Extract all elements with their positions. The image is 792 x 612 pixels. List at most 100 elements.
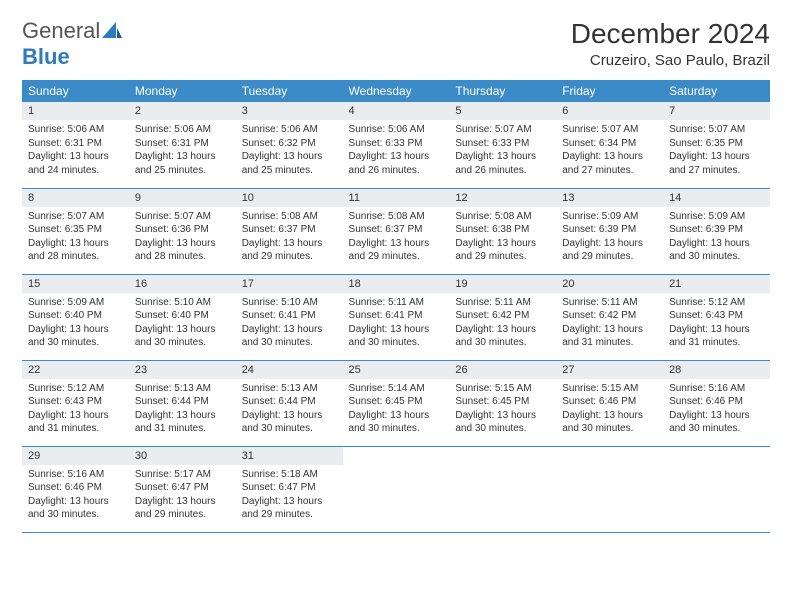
day-content: Sunrise: 5:11 AMSunset: 6:41 PMDaylight:… — [343, 293, 450, 356]
weekday-header: Friday — [556, 80, 663, 102]
day-number: 27 — [556, 361, 663, 379]
day-number: 15 — [22, 275, 129, 293]
day-number: 2 — [129, 102, 236, 120]
day-cell: 23Sunrise: 5:13 AMSunset: 6:44 PMDayligh… — [129, 360, 236, 446]
day-content: Sunrise: 5:12 AMSunset: 6:43 PMDaylight:… — [663, 293, 770, 356]
logo-text: General Blue — [22, 18, 122, 70]
day-content: Sunrise: 5:10 AMSunset: 6:41 PMDaylight:… — [236, 293, 343, 356]
calendar-week-row: 8Sunrise: 5:07 AMSunset: 6:35 PMDaylight… — [22, 188, 770, 274]
day-cell: 27Sunrise: 5:15 AMSunset: 6:46 PMDayligh… — [556, 360, 663, 446]
day-number: 8 — [22, 189, 129, 207]
day-content: Sunrise: 5:17 AMSunset: 6:47 PMDaylight:… — [129, 465, 236, 528]
day-cell: 16Sunrise: 5:10 AMSunset: 6:40 PMDayligh… — [129, 274, 236, 360]
day-number: 3 — [236, 102, 343, 120]
day-content: Sunrise: 5:13 AMSunset: 6:44 PMDaylight:… — [236, 379, 343, 442]
weekday-header: Monday — [129, 80, 236, 102]
day-number: 24 — [236, 361, 343, 379]
day-number: 10 — [236, 189, 343, 207]
day-number: 16 — [129, 275, 236, 293]
weekday-header: Sunday — [22, 80, 129, 102]
day-cell: 30Sunrise: 5:17 AMSunset: 6:47 PMDayligh… — [129, 446, 236, 532]
day-number: 31 — [236, 447, 343, 465]
day-number: 20 — [556, 275, 663, 293]
day-cell: 31Sunrise: 5:18 AMSunset: 6:47 PMDayligh… — [236, 446, 343, 532]
day-cell: 15Sunrise: 5:09 AMSunset: 6:40 PMDayligh… — [22, 274, 129, 360]
day-cell: 14Sunrise: 5:09 AMSunset: 6:39 PMDayligh… — [663, 188, 770, 274]
day-number: 26 — [449, 361, 556, 379]
day-cell: 18Sunrise: 5:11 AMSunset: 6:41 PMDayligh… — [343, 274, 450, 360]
day-content: Sunrise: 5:07 AMSunset: 6:33 PMDaylight:… — [449, 120, 556, 183]
day-cell: 6Sunrise: 5:07 AMSunset: 6:34 PMDaylight… — [556, 102, 663, 188]
day-cell: 2Sunrise: 5:06 AMSunset: 6:31 PMDaylight… — [129, 102, 236, 188]
logo: General Blue — [22, 18, 122, 70]
day-cell: 25Sunrise: 5:14 AMSunset: 6:45 PMDayligh… — [343, 360, 450, 446]
month-title: December 2024 — [571, 18, 770, 50]
logo-sail-icon — [102, 22, 122, 38]
day-number: 29 — [22, 447, 129, 465]
title-block: December 2024 Cruzeiro, Sao Paulo, Brazi… — [571, 18, 770, 69]
day-cell: 10Sunrise: 5:08 AMSunset: 6:37 PMDayligh… — [236, 188, 343, 274]
weekday-header: Wednesday — [343, 80, 450, 102]
day-cell: 12Sunrise: 5:08 AMSunset: 6:38 PMDayligh… — [449, 188, 556, 274]
day-cell: 22Sunrise: 5:12 AMSunset: 6:43 PMDayligh… — [22, 360, 129, 446]
empty-cell — [556, 446, 663, 532]
day-cell: 26Sunrise: 5:15 AMSunset: 6:45 PMDayligh… — [449, 360, 556, 446]
day-number: 30 — [129, 447, 236, 465]
day-content: Sunrise: 5:11 AMSunset: 6:42 PMDaylight:… — [449, 293, 556, 356]
day-cell: 9Sunrise: 5:07 AMSunset: 6:36 PMDaylight… — [129, 188, 236, 274]
day-number: 13 — [556, 189, 663, 207]
day-content: Sunrise: 5:08 AMSunset: 6:37 PMDaylight:… — [236, 207, 343, 270]
day-cell: 29Sunrise: 5:16 AMSunset: 6:46 PMDayligh… — [22, 446, 129, 532]
day-number: 22 — [22, 361, 129, 379]
day-cell: 21Sunrise: 5:12 AMSunset: 6:43 PMDayligh… — [663, 274, 770, 360]
day-content: Sunrise: 5:09 AMSunset: 6:40 PMDaylight:… — [22, 293, 129, 356]
calendar-week-row: 29Sunrise: 5:16 AMSunset: 6:46 PMDayligh… — [22, 446, 770, 532]
day-content: Sunrise: 5:10 AMSunset: 6:40 PMDaylight:… — [129, 293, 236, 356]
day-cell: 17Sunrise: 5:10 AMSunset: 6:41 PMDayligh… — [236, 274, 343, 360]
location: Cruzeiro, Sao Paulo, Brazil — [571, 52, 770, 69]
day-content: Sunrise: 5:07 AMSunset: 6:36 PMDaylight:… — [129, 207, 236, 270]
day-content: Sunrise: 5:07 AMSunset: 6:34 PMDaylight:… — [556, 120, 663, 183]
calendar-body: 1Sunrise: 5:06 AMSunset: 6:31 PMDaylight… — [22, 102, 770, 532]
empty-cell — [663, 446, 770, 532]
day-content: Sunrise: 5:15 AMSunset: 6:46 PMDaylight:… — [556, 379, 663, 442]
day-content: Sunrise: 5:16 AMSunset: 6:46 PMDaylight:… — [663, 379, 770, 442]
day-number: 11 — [343, 189, 450, 207]
day-content: Sunrise: 5:14 AMSunset: 6:45 PMDaylight:… — [343, 379, 450, 442]
day-cell: 4Sunrise: 5:06 AMSunset: 6:33 PMDaylight… — [343, 102, 450, 188]
day-content: Sunrise: 5:18 AMSunset: 6:47 PMDaylight:… — [236, 465, 343, 528]
day-number: 6 — [556, 102, 663, 120]
day-content: Sunrise: 5:07 AMSunset: 6:35 PMDaylight:… — [22, 207, 129, 270]
day-content: Sunrise: 5:09 AMSunset: 6:39 PMDaylight:… — [663, 207, 770, 270]
day-content: Sunrise: 5:06 AMSunset: 6:32 PMDaylight:… — [236, 120, 343, 183]
logo-word2: Blue — [22, 44, 70, 69]
day-cell: 7Sunrise: 5:07 AMSunset: 6:35 PMDaylight… — [663, 102, 770, 188]
day-number: 7 — [663, 102, 770, 120]
day-content: Sunrise: 5:13 AMSunset: 6:44 PMDaylight:… — [129, 379, 236, 442]
day-number: 28 — [663, 361, 770, 379]
day-cell: 8Sunrise: 5:07 AMSunset: 6:35 PMDaylight… — [22, 188, 129, 274]
empty-cell — [343, 446, 450, 532]
day-content: Sunrise: 5:07 AMSunset: 6:35 PMDaylight:… — [663, 120, 770, 183]
weekday-header-row: SundayMondayTuesdayWednesdayThursdayFrid… — [22, 80, 770, 102]
day-content: Sunrise: 5:09 AMSunset: 6:39 PMDaylight:… — [556, 207, 663, 270]
day-content: Sunrise: 5:16 AMSunset: 6:46 PMDaylight:… — [22, 465, 129, 528]
day-number: 5 — [449, 102, 556, 120]
day-number: 21 — [663, 275, 770, 293]
calendar-week-row: 22Sunrise: 5:12 AMSunset: 6:43 PMDayligh… — [22, 360, 770, 446]
day-content: Sunrise: 5:12 AMSunset: 6:43 PMDaylight:… — [22, 379, 129, 442]
calendar-week-row: 15Sunrise: 5:09 AMSunset: 6:40 PMDayligh… — [22, 274, 770, 360]
day-cell: 28Sunrise: 5:16 AMSunset: 6:46 PMDayligh… — [663, 360, 770, 446]
calendar-week-row: 1Sunrise: 5:06 AMSunset: 6:31 PMDaylight… — [22, 102, 770, 188]
day-number: 12 — [449, 189, 556, 207]
day-number: 18 — [343, 275, 450, 293]
day-content: Sunrise: 5:15 AMSunset: 6:45 PMDaylight:… — [449, 379, 556, 442]
day-content: Sunrise: 5:08 AMSunset: 6:37 PMDaylight:… — [343, 207, 450, 270]
day-cell: 13Sunrise: 5:09 AMSunset: 6:39 PMDayligh… — [556, 188, 663, 274]
day-number: 19 — [449, 275, 556, 293]
day-content: Sunrise: 5:06 AMSunset: 6:33 PMDaylight:… — [343, 120, 450, 183]
day-cell: 5Sunrise: 5:07 AMSunset: 6:33 PMDaylight… — [449, 102, 556, 188]
day-cell: 20Sunrise: 5:11 AMSunset: 6:42 PMDayligh… — [556, 274, 663, 360]
weekday-header: Saturday — [663, 80, 770, 102]
day-number: 17 — [236, 275, 343, 293]
